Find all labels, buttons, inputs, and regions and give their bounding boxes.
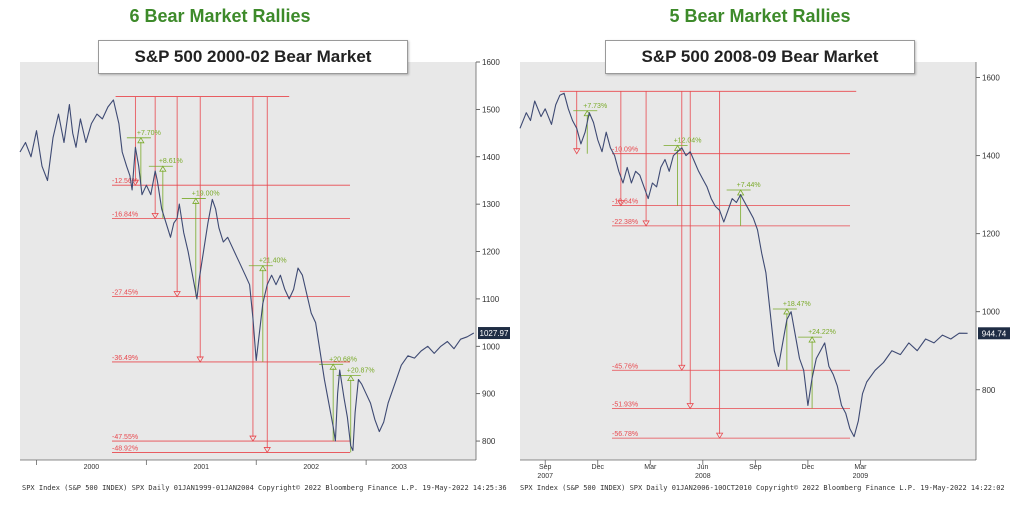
x-tick-label-0: Sep — [539, 464, 552, 471]
drawdown-arrow-0 — [573, 148, 581, 155]
rally-arrow-1 — [673, 144, 682, 151]
y-tick-label-6: 1400 — [482, 153, 500, 162]
drawdown-label-4: -47.55% — [112, 434, 138, 441]
drawdown-arrow-5 — [263, 447, 271, 454]
y-tick-label-7: 1500 — [482, 105, 500, 114]
rally-label-4: +24.22% — [808, 329, 836, 336]
rally-label-0: +7.73% — [583, 103, 607, 110]
y-tick-label-1: 1000 — [982, 308, 1000, 317]
drawdown-arrow-0 — [131, 179, 140, 186]
rally-label-3: +21.40% — [259, 258, 287, 265]
last-value-badge — [478, 327, 510, 340]
drawdown-label-0: -12.56% — [112, 178, 138, 185]
x-tick-label-2: 2002 — [303, 464, 319, 471]
plot-area — [20, 62, 476, 460]
y-tick-label-3: 1400 — [982, 152, 1000, 161]
footer-left: SPX Index (S&P 500 INDEX) SPX Daily 01JA… — [22, 484, 507, 492]
y-tick-label-0: 800 — [482, 437, 496, 446]
drawdown-arrow-3 — [678, 364, 686, 372]
drawdown-label-1: -18.64% — [612, 199, 638, 206]
rally-label-1: +8.61% — [159, 158, 183, 165]
x-tick-label-6: Mar — [854, 464, 867, 471]
x-year-label-2: 2009 — [853, 473, 869, 480]
drawdown-label-3: -45.76% — [612, 363, 638, 370]
rally-arrow-0 — [137, 137, 145, 144]
rally-label-0: +7.70% — [137, 130, 161, 137]
x-tick-label-3: 2003 — [391, 464, 407, 471]
headline-left: 6 Bear Market Rallies — [129, 6, 311, 26]
plot-area — [520, 62, 976, 460]
rally-label-3: +18.47% — [783, 301, 811, 308]
chart-2000-02: 800 900 1000 1100 1200 1300 1400 1500 1600 2000 20… — [19, 58, 510, 471]
y-tick-label-4: 1600 — [982, 74, 1000, 83]
y-tick-label-2: 1200 — [982, 230, 1000, 239]
drawdown-label-0: -10.09% — [612, 147, 638, 154]
x-tick-label-1: Dec — [592, 464, 605, 471]
x-tick-label-4: Sep — [749, 464, 762, 471]
x-tick-label-3: Jun — [697, 464, 708, 471]
rally-arrow-2 — [192, 197, 200, 204]
drawdown-label-5: -48.92% — [112, 445, 138, 452]
rally-label-5: +20.87% — [347, 368, 375, 375]
drawdown-arrow-4 — [686, 403, 694, 410]
price-line — [519, 92, 968, 438]
chart-title-left: S&P 500 2000-02 Bear Market — [98, 40, 408, 74]
y-tick-label-0: 800 — [982, 386, 996, 395]
drawdown-arrow-2 — [642, 220, 650, 227]
drawdown-label-3: -36.49% — [112, 355, 138, 362]
rally-arrow-3 — [783, 308, 791, 315]
y-tick-label-4: 1200 — [482, 248, 500, 257]
rally-arrow-3 — [259, 264, 267, 272]
drawdown-label-2: -27.45% — [112, 290, 138, 297]
headline-right: 5 Bear Market Rallies — [669, 6, 851, 26]
drawdown-arrow-1 — [617, 200, 625, 207]
drawdown-label-1: -16.84% — [112, 211, 138, 218]
drawdown-arrow-4 — [249, 435, 257, 442]
y-tick-label-8: 1600 — [482, 58, 500, 67]
drawdown-label-4: -51.93% — [612, 401, 638, 408]
y-tick-label-3: 1100 — [482, 295, 500, 304]
x-tick-label-0: 2000 — [84, 464, 100, 471]
drawdown-label-5: -56.78% — [612, 431, 638, 438]
rally-label-4: +20.68% — [329, 356, 357, 363]
drawdown-arrow-5 — [715, 432, 724, 439]
drawdown-arrow-2 — [173, 291, 181, 298]
last-value-label: 1027.97 — [480, 329, 509, 338]
rally-arrow-5 — [347, 374, 355, 382]
rally-label-1: +12.04% — [674, 138, 702, 145]
rally-arrow-4 — [329, 363, 337, 370]
rally-arrow-4 — [808, 336, 816, 343]
x-year-label-1: 2008 — [695, 473, 711, 480]
drawdown-arrow-3 — [196, 356, 204, 363]
rally-arrow-1 — [159, 165, 167, 172]
last-value-label: 944.74 — [982, 329, 1007, 338]
x-tick-label-5: Dec — [802, 464, 815, 471]
y-tick-label-2: 1000 — [482, 342, 500, 351]
chart-2008-09: 800 1000 1200 1400 1600 Sep Dec Mar Jun Sep Dec Mar… — [519, 62, 1010, 480]
last-value-badge — [978, 327, 1010, 340]
x-year-label-0: 2007 — [537, 473, 553, 480]
chart-title-right: S&P 500 2008-09 Bear Market — [605, 40, 915, 74]
drawdown-arrow-1 — [151, 212, 159, 220]
price-line — [19, 99, 475, 452]
y-tick-label-1: 900 — [482, 390, 496, 399]
y-tick-label-5: 1300 — [482, 200, 500, 209]
footer-right: SPX Index (S&P 500 INDEX) SPX Daily 01JA… — [520, 484, 1005, 492]
x-tick-label-1: 2001 — [194, 464, 210, 471]
x-tick-label-2: Mar — [644, 464, 657, 471]
rally-label-2: +7.44% — [737, 182, 761, 189]
rally-label-2: +19.00% — [192, 190, 220, 197]
drawdown-label-2: -22.38% — [612, 219, 638, 226]
